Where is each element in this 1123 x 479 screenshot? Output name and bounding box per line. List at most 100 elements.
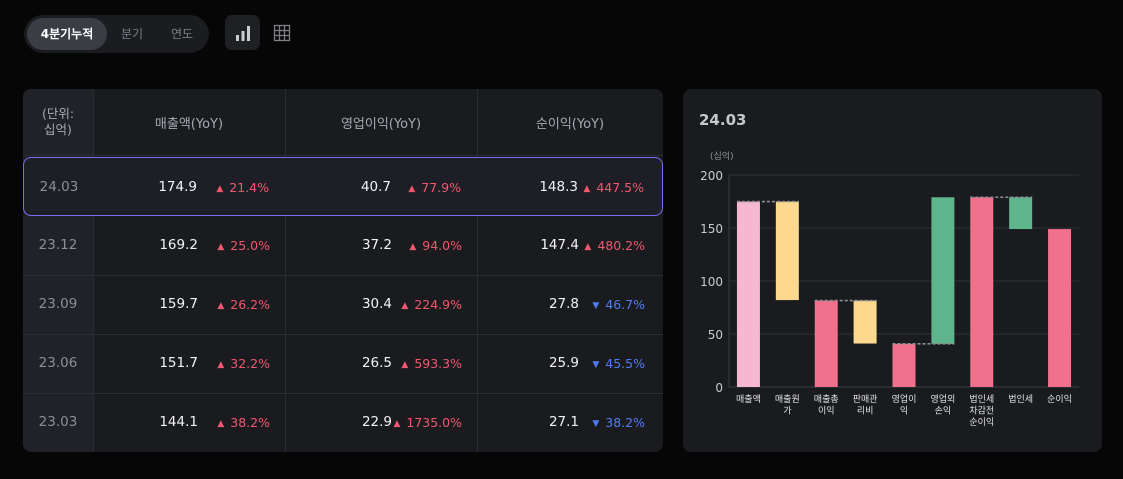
operating-profit-value: 37.2 (361, 237, 392, 253)
operating-profit-value: 40.7 (360, 179, 391, 195)
operating-profit-column-header[interactable]: 영업이익(YoY) (340, 116, 422, 132)
yoy-percent: 593.3% (414, 356, 462, 371)
yoy-percent: 21.4% (229, 180, 269, 195)
table-row[interactable]: 23.12 169.2 ▲ 25.0% 37.2 ▲ 94.0% 147.4 ▲ 480.2% (23, 216, 663, 275)
x-category-label: 손익 (935, 405, 952, 417)
x-category-label: 순이익 (969, 416, 994, 428)
triangle-down-icon: ▼ (592, 360, 600, 370)
period-cell: 23.09 (38, 296, 78, 312)
tab-year[interactable]: 연도 (170, 27, 194, 41)
yoy-percent: 94.0% (422, 238, 462, 253)
waterfall-bar (814, 300, 838, 387)
net-income-yoy-change: ▼ 45.5% (592, 334, 645, 393)
x-category-label: 순이익 (1047, 393, 1072, 405)
unit-header-line: 십억) (44, 122, 72, 137)
waterfall-bar (775, 201, 799, 301)
tab-4q-cumulative[interactable]: 4분기누적 (27, 18, 107, 50)
table-row[interactable]: 23.06 151.7 ▲ 32.2% 26.5 ▲ 593.3% 25.9 ▼ 45.5% (23, 334, 663, 393)
x-category-label: 법인세 (969, 394, 994, 405)
triangle-up-icon: ▲ (408, 184, 416, 194)
triangle-up-icon: ▲ (393, 419, 401, 429)
x-category-label: 매출액 (736, 393, 761, 405)
x-category-label: 리비 (857, 406, 874, 417)
y-tick-label: 150 (700, 222, 723, 236)
operating-profit-value: 30.4 (361, 296, 392, 312)
triangle-down-icon: ▼ (592, 419, 600, 429)
tab-quarter[interactable]: 분기 (120, 27, 144, 41)
unit-column-bg (23, 89, 93, 452)
waterfall-bar (892, 343, 916, 387)
waterfall-bar (970, 197, 994, 387)
yoy-percent: 32.2% (230, 356, 270, 371)
period-cell: 23.03 (38, 414, 78, 430)
table-grid-icon (273, 24, 290, 41)
yoy-percent: 38.2% (605, 415, 645, 430)
sales-yoy-change: ▲ 26.2% (217, 275, 270, 334)
y-tick-label: 200 (700, 169, 723, 183)
triangle-up-icon: ▲ (584, 242, 592, 252)
table-view-button[interactable] (264, 15, 299, 50)
row-divider (23, 155, 663, 156)
x-category-label: 익 (900, 405, 908, 417)
triangle-down-icon: ▼ (592, 301, 600, 311)
period-cell: 23.12 (38, 237, 78, 253)
triangle-up-icon: ▲ (217, 301, 225, 311)
operating-profit-value: 22.9 (361, 414, 392, 430)
waterfall-bar (1009, 197, 1033, 230)
net-income-value: 27.8 (548, 296, 579, 312)
sales-yoy-change: ▲ 32.2% (217, 334, 270, 393)
triangle-up-icon: ▲ (217, 360, 225, 370)
x-category-label: 이익 (818, 405, 835, 417)
operating-profit-yoy-change: ▲ 593.3% (401, 334, 462, 393)
chart-title: 24.03 (699, 111, 747, 129)
net-income-yoy-change: ▼ 46.7% (592, 275, 645, 334)
sales-yoy-change: ▲ 38.2% (217, 393, 270, 452)
sales-value: 144.1 (159, 414, 198, 430)
waterfall-bar (853, 300, 877, 344)
net-income-value: 25.9 (548, 355, 579, 371)
net-income-column-header[interactable]: 순이익(YoY) (535, 116, 605, 132)
sales-column-header[interactable]: 매출액(YoY) (154, 116, 224, 132)
x-category-label: 가 (783, 406, 791, 417)
sales-value: 159.7 (159, 296, 198, 312)
triangle-up-icon: ▲ (583, 184, 591, 194)
triangle-up-icon: ▲ (401, 301, 409, 311)
y-axis-unit-label: (십억) (710, 150, 734, 162)
x-category-label: 법인세 (1008, 394, 1033, 405)
column-divider (477, 89, 478, 452)
chart-view-button[interactable] (225, 15, 260, 50)
waterfall-chart-panel: 24.03 (십억) 0 50 100 150 200 매출액 매출원 가 매출총 이익 판매관 리비 영… (683, 89, 1102, 452)
yoy-percent: 77.9% (421, 180, 461, 195)
waterfall-bar (736, 201, 760, 387)
yoy-percent: 1735.0% (406, 415, 462, 430)
sales-value: 169.2 (159, 237, 198, 253)
waterfall-bar (931, 197, 955, 344)
bar-chart-icon (235, 25, 250, 41)
yoy-percent: 38.2% (230, 415, 270, 430)
row-divider (23, 275, 663, 276)
financial-table: (단위: 십억) 매출액(YoY) 영업이익(YoY) 순이익(YoY) 24.… (23, 89, 663, 452)
net-income-value: 148.3 (539, 179, 578, 195)
table-row[interactable]: 23.03 144.1 ▲ 38.2% 22.9 ▲ 1735.0% 27.1 ▼ 38.2% (23, 393, 663, 452)
yoy-percent: 45.5% (605, 356, 645, 371)
period-cell: 24.03 (39, 179, 79, 195)
x-category-label: 영업이 (892, 394, 917, 405)
sales-value: 174.9 (158, 179, 197, 195)
yoy-percent: 447.5% (596, 180, 644, 195)
unit-header-line: (단위: (41, 106, 75, 121)
sales-value: 151.7 (159, 355, 198, 371)
net-income-yoy-change: ▲ 480.2% (584, 216, 645, 275)
table-row-selected[interactable]: 24.03 174.9 ▲ 21.4% 40.7 ▲ 77.9% 148.3 ▲ 447.5% (23, 157, 663, 216)
net-income-value: 27.1 (548, 414, 579, 430)
yoy-percent: 224.9% (414, 297, 462, 312)
net-income-yoy-change: ▼ 38.2% (592, 393, 645, 452)
net-income-value: 147.4 (540, 237, 579, 253)
column-divider (93, 89, 94, 452)
triangle-up-icon: ▲ (217, 242, 225, 252)
y-tick-label: 0 (715, 381, 723, 395)
table-row[interactable]: 23.09 159.7 ▲ 26.2% 30.4 ▲ 224.9% 27.8 ▼ 46.7% (23, 275, 663, 334)
operating-profit-yoy-change: ▲ 1735.0% (393, 393, 462, 452)
operating-profit-yoy-change: ▲ 224.9% (401, 275, 462, 334)
operating-profit-yoy-change: ▲ 94.0% (409, 216, 462, 275)
x-category-label: 영업외 (930, 393, 955, 405)
